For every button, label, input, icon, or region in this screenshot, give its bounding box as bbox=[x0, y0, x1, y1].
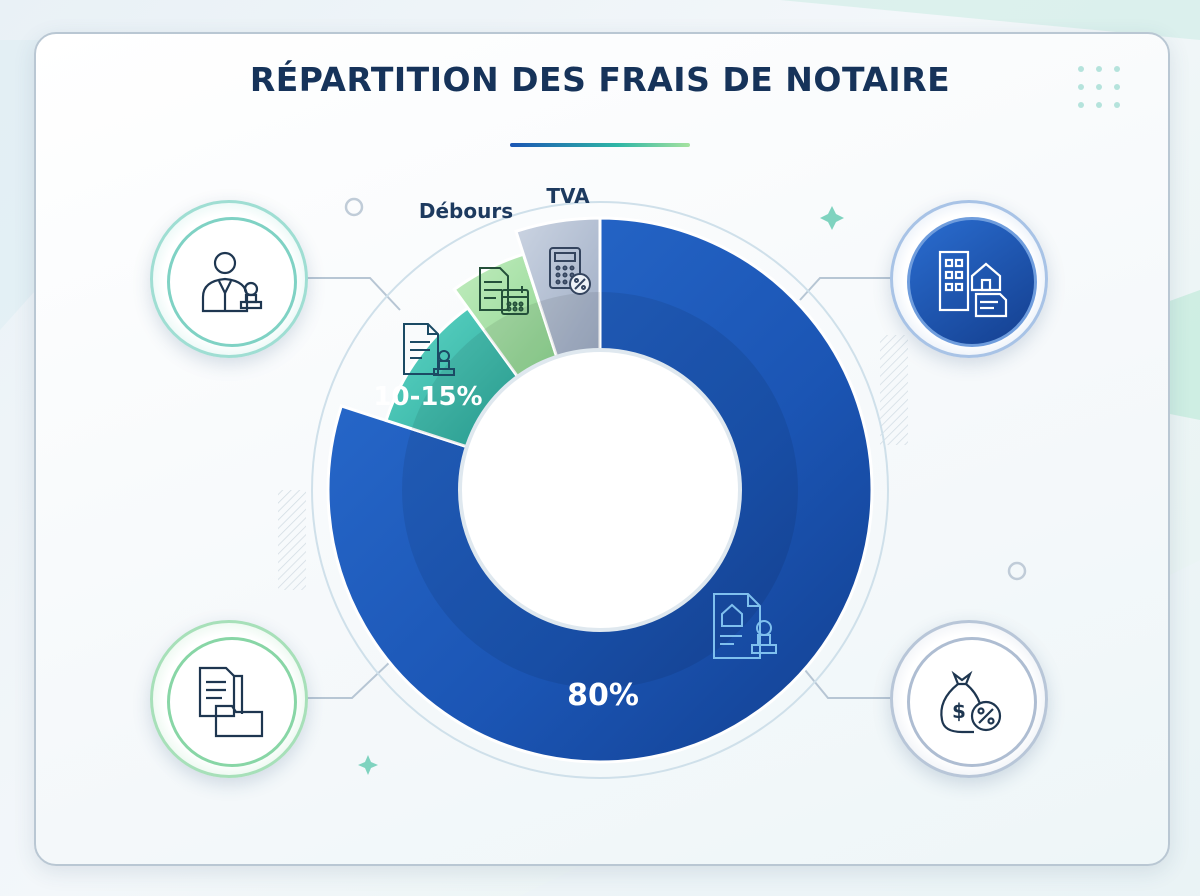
badge-money: $ bbox=[890, 620, 1048, 778]
documents-folder-icon bbox=[198, 666, 264, 738]
slice-label-1: 80% bbox=[567, 678, 639, 713]
badge-documents bbox=[150, 620, 308, 778]
sparkle-icon bbox=[820, 206, 844, 230]
slice-label-3: Débours bbox=[419, 199, 513, 223]
donut-slice-shade-3 bbox=[483, 301, 557, 377]
svg-text:$: $ bbox=[952, 699, 966, 723]
buildings-house-deed-icon bbox=[938, 250, 1008, 318]
house-deed-stamp-icon bbox=[713, 593, 777, 659]
slice-label-4: TVA bbox=[546, 184, 590, 208]
donut-slice-shade-4 bbox=[538, 292, 600, 357]
signed-document-stamp-icon bbox=[403, 323, 455, 376]
decorative-ring bbox=[1007, 561, 1027, 581]
hatch-decoration-left bbox=[278, 490, 306, 590]
notary-with-stamp-icon bbox=[201, 251, 263, 313]
calculator-percent-icon bbox=[549, 247, 591, 295]
slice-label-2: 10-15% bbox=[373, 382, 482, 412]
donut-hole bbox=[458, 348, 742, 632]
connector-lines bbox=[300, 277, 892, 699]
documents-calendar-icon bbox=[479, 267, 529, 315]
badge-property bbox=[890, 200, 1048, 358]
money-bag-percent-icon: $ bbox=[940, 670, 1002, 734]
decorative-dot-grid bbox=[1078, 66, 1128, 114]
decorative-ring bbox=[344, 197, 364, 217]
page-title: RÉPARTITION DES FRAIS DE NOTAIRE bbox=[249, 60, 951, 99]
donut-slice-shade-2 bbox=[411, 329, 518, 447]
sparkle-icon bbox=[358, 755, 378, 775]
hatch-decoration-right bbox=[880, 335, 908, 445]
outer-ring bbox=[311, 201, 889, 779]
title-underline bbox=[510, 143, 690, 147]
badge-notary bbox=[150, 200, 308, 358]
